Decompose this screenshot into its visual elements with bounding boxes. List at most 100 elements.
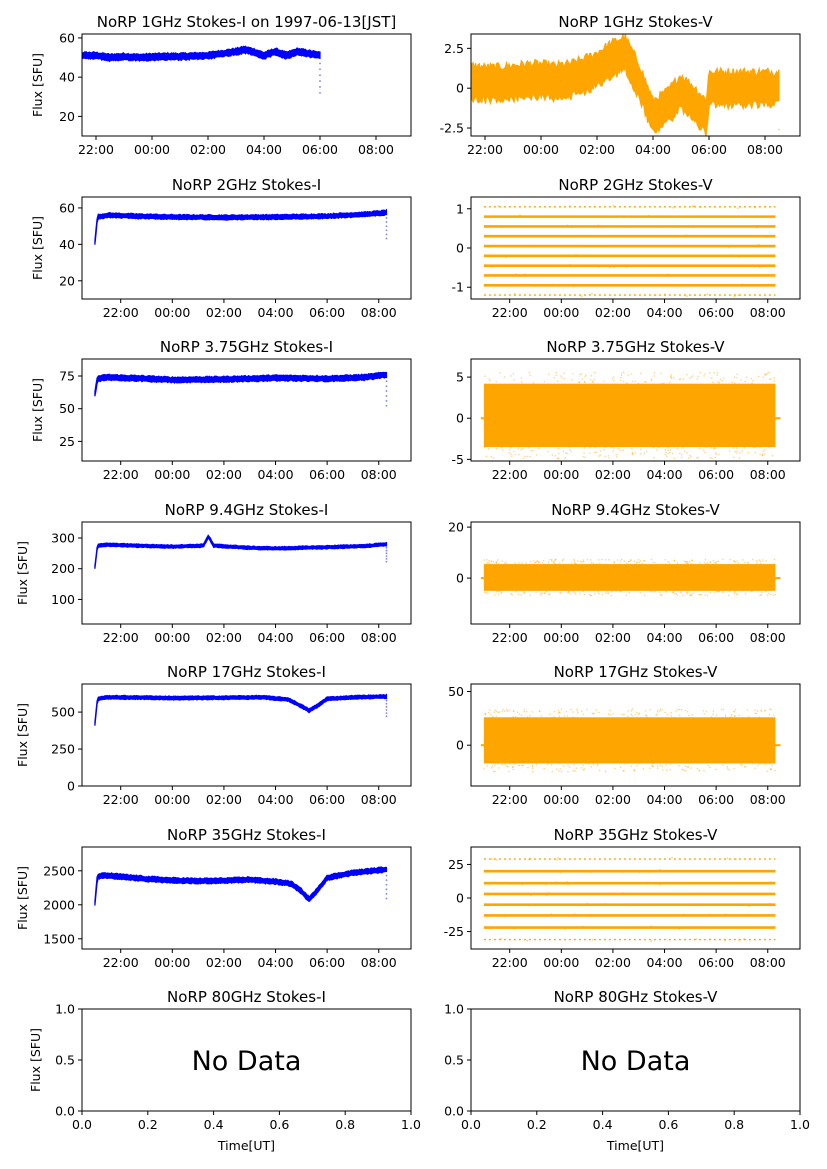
data-point xyxy=(664,563,667,565)
data-point xyxy=(613,266,615,269)
x-tick-label: 00:00 xyxy=(543,305,579,320)
data-point xyxy=(697,904,700,907)
plot-area xyxy=(483,204,776,298)
data-point xyxy=(584,374,587,377)
data-point xyxy=(670,715,672,717)
data-point xyxy=(484,713,487,716)
axes-frame xyxy=(470,196,801,300)
data-point xyxy=(531,764,534,767)
data-point xyxy=(586,558,589,561)
data-point xyxy=(547,891,550,894)
data-point xyxy=(636,711,638,714)
data-point xyxy=(514,927,517,930)
data-point xyxy=(660,593,662,596)
x-tick-label: 22:00 xyxy=(492,305,528,320)
data-point xyxy=(664,558,666,561)
data-point xyxy=(591,712,594,715)
data-point xyxy=(603,448,605,451)
data-point xyxy=(680,708,683,711)
data-point xyxy=(573,562,576,564)
data-point xyxy=(543,592,546,594)
y-tick-label: 0 xyxy=(67,779,75,794)
plot-area xyxy=(480,708,781,773)
y-axis-label: Flux [SFU] xyxy=(30,216,45,280)
data-point xyxy=(664,711,666,714)
data-point xyxy=(503,762,506,765)
data-point xyxy=(492,561,495,563)
data-band xyxy=(94,693,388,726)
data-point xyxy=(524,284,527,287)
y-tick-label: 40 xyxy=(59,237,75,252)
data-point xyxy=(650,378,653,381)
data-point xyxy=(638,871,641,874)
y-tick-label: 1.0 xyxy=(444,1002,464,1017)
y-tick-label: 0 xyxy=(456,241,464,256)
data-point xyxy=(698,769,701,772)
x-tick-label: 22:00 xyxy=(492,630,528,645)
data-point xyxy=(671,856,673,859)
data-point xyxy=(637,382,640,385)
data-point xyxy=(712,447,715,449)
data-point xyxy=(510,593,512,595)
data-point xyxy=(385,699,388,702)
data-point xyxy=(643,594,646,596)
data-point xyxy=(701,892,704,895)
data-point xyxy=(752,446,755,449)
x-tick-label: 04:00 xyxy=(647,305,683,320)
data-point xyxy=(385,893,388,895)
data-point xyxy=(572,711,574,713)
data-point xyxy=(568,446,571,448)
data-point xyxy=(709,561,712,563)
data-point xyxy=(552,283,554,286)
data-point xyxy=(631,448,633,450)
data-point xyxy=(518,275,521,278)
data-point xyxy=(659,710,661,712)
data-point xyxy=(608,266,611,268)
data-point xyxy=(547,450,550,453)
data-point xyxy=(742,904,745,906)
data-point xyxy=(733,768,735,770)
data-point xyxy=(739,451,741,454)
data-point xyxy=(762,376,765,379)
data-point xyxy=(385,712,388,715)
data-point xyxy=(483,446,486,449)
data-point xyxy=(682,378,685,381)
x-tick-label: 04:00 xyxy=(647,955,683,970)
data-point xyxy=(497,205,500,207)
x-tick-label: 04:00 xyxy=(647,792,683,807)
data-point xyxy=(555,371,557,374)
data-point xyxy=(766,770,769,773)
data-point xyxy=(724,913,727,915)
data-point xyxy=(652,446,655,449)
x-tick-label: 02:00 xyxy=(595,792,631,807)
data-point xyxy=(606,590,608,592)
data-point xyxy=(665,451,667,454)
data-point xyxy=(662,769,664,771)
data-point xyxy=(720,708,723,710)
data-point xyxy=(759,266,761,268)
data-point xyxy=(733,591,736,593)
plot-area xyxy=(94,866,388,906)
data-point xyxy=(517,453,520,456)
data-point xyxy=(660,594,663,597)
x-tick-label: 0.6 xyxy=(269,1117,289,1132)
data-point xyxy=(604,455,607,458)
y-tick-label: 2000 xyxy=(43,897,75,912)
data-point xyxy=(640,453,642,455)
data-point xyxy=(559,711,561,714)
data-point xyxy=(583,447,586,449)
data-point xyxy=(514,715,517,718)
data-point xyxy=(616,456,618,458)
y-tick-label: 1500 xyxy=(43,931,75,946)
data-point xyxy=(726,766,729,768)
data-point xyxy=(385,897,388,900)
x-tick-label: 08:00 xyxy=(750,630,786,645)
data-point xyxy=(709,456,712,459)
data-point xyxy=(385,706,388,708)
data-point xyxy=(645,714,647,717)
data-point xyxy=(508,449,511,451)
data-point xyxy=(592,763,595,766)
data-point xyxy=(742,274,745,276)
data-point xyxy=(567,770,569,773)
data-point xyxy=(483,591,486,593)
